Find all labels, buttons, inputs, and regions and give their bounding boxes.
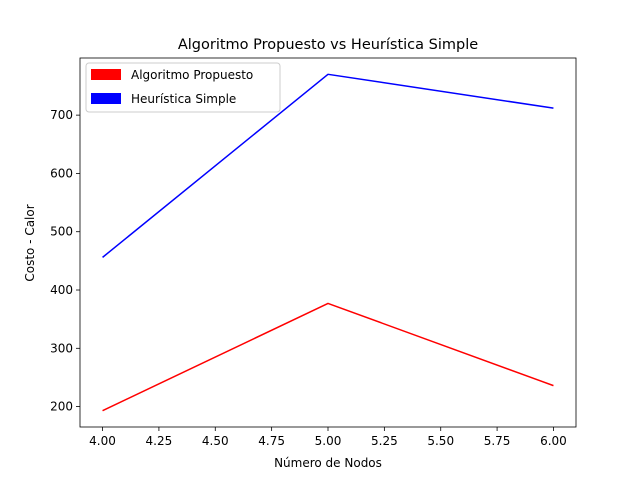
plot-area: 4.00 4.25 4.50 4.75 5.00 5.25 5.50 5.75 6.00 200 3… (50, 57, 577, 448)
y-tick-label: 200 (50, 400, 73, 414)
legend-swatch (91, 93, 121, 104)
x-tick-label: 5.50 (427, 434, 454, 448)
x-tick-label: 4.25 (146, 434, 173, 448)
legend-box (85, 62, 281, 113)
x-tick-label: 4.00 (89, 434, 116, 448)
legend-label: Algoritmo Propuesto (131, 68, 253, 82)
series-line-heuristica-simple (102, 73, 554, 258)
y-tick-label: 400 (50, 283, 73, 297)
y-axis-label: Costo - Calor (23, 204, 37, 281)
x-tick-label: 5.25 (371, 434, 398, 448)
y-tick-label: 700 (50, 108, 73, 122)
x-tick-label: 6.00 (540, 434, 567, 448)
y-tick-label: 300 (50, 341, 73, 355)
x-tick-label: 4.50 (202, 434, 229, 448)
legend-label: Heurística Simple (131, 92, 236, 106)
series-line-algoritmo-propuesto (102, 302, 554, 412)
x-tick-label: 5.75 (484, 434, 511, 448)
axes-frame (79, 57, 577, 428)
legend-swatch (91, 69, 121, 80)
x-tick-label: 4.75 (258, 434, 285, 448)
x-tick-label: 5.00 (315, 434, 342, 448)
y-tick-label: 500 (50, 225, 73, 239)
y-tick-label: 600 (50, 166, 73, 180)
chart-title: Algoritmo Propuesto vs Heurística Simple (178, 37, 478, 53)
legend: Algoritmo Propuesto Heurística Simple (85, 62, 281, 113)
x-axis-label: Número de Nodos (274, 456, 382, 470)
